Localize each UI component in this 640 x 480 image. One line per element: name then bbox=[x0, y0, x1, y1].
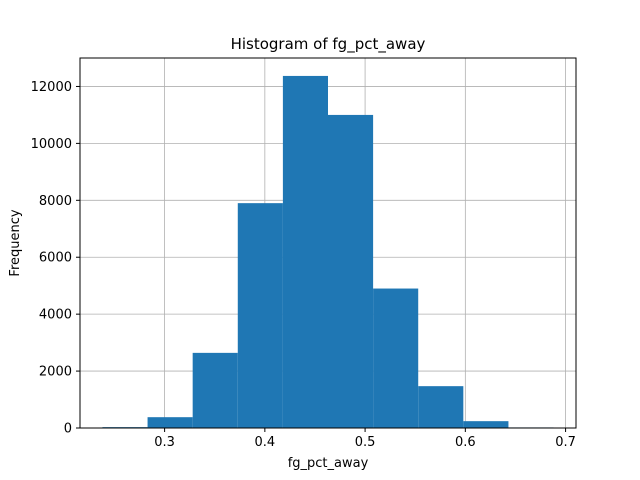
chart-title: Histogram of fg_pct_away bbox=[231, 35, 426, 54]
x-axis-ticks: 0.3 0.4 0.5 0.6 0.7 bbox=[154, 428, 576, 450]
histogram-bar bbox=[418, 386, 464, 428]
y-tick-label: 10000 bbox=[31, 137, 72, 152]
histogram-bar bbox=[192, 352, 238, 428]
y-tick-label: 2000 bbox=[39, 365, 72, 380]
y-axis-label: Frequency bbox=[8, 209, 23, 276]
x-tick-label: 0.5 bbox=[355, 435, 376, 450]
x-tick-label: 0.3 bbox=[154, 435, 175, 450]
histogram-bar bbox=[282, 75, 328, 428]
histogram-bars bbox=[102, 75, 554, 428]
histogram-bar bbox=[147, 417, 193, 428]
histogram-bar bbox=[328, 114, 374, 428]
x-tick-label: 0.7 bbox=[555, 435, 576, 450]
y-tick-label: 8000 bbox=[39, 194, 72, 209]
y-tick-label: 6000 bbox=[39, 251, 72, 266]
plot-area-frame bbox=[79, 57, 577, 429]
y-axis-ticks: 0 2000 4000 6000 8000 10000 12000 bbox=[31, 80, 80, 437]
x-axis-label: fg_pct_away bbox=[288, 456, 369, 471]
histogram-bar bbox=[373, 288, 419, 428]
y-tick-label: 0 bbox=[64, 422, 72, 437]
histogram-bar bbox=[463, 421, 509, 428]
x-tick-label: 0.4 bbox=[255, 435, 276, 450]
histogram-bar bbox=[237, 203, 283, 428]
x-tick-label: 0.6 bbox=[455, 435, 476, 450]
y-tick-label: 4000 bbox=[39, 308, 72, 323]
y-tick-label: 12000 bbox=[31, 80, 72, 95]
